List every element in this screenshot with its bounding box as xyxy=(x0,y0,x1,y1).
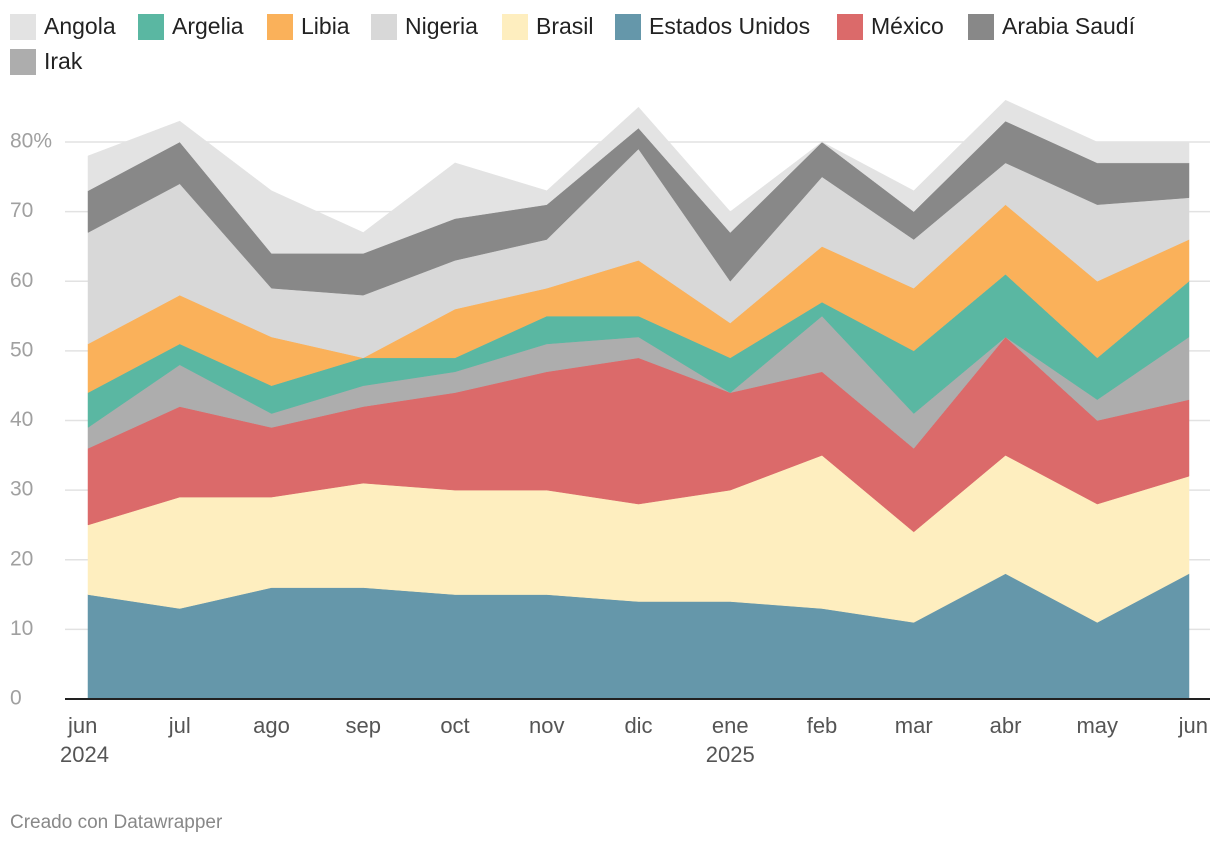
legend-swatch xyxy=(968,14,994,40)
legend-swatch xyxy=(138,14,164,40)
x-tick-label: feb xyxy=(807,713,838,738)
legend-swatch xyxy=(10,49,36,75)
legend-label: Brasil xyxy=(536,13,594,39)
legend-label: Libia xyxy=(301,13,350,39)
legend-label: Estados Unidos xyxy=(649,13,810,39)
legend-label: Nigeria xyxy=(405,13,478,39)
legend-swatch xyxy=(10,14,36,40)
legend-swatch xyxy=(371,14,397,40)
x-tick-label: jul xyxy=(168,713,191,738)
legend-label: Irak xyxy=(44,48,83,74)
x-tick-label: dic xyxy=(624,713,652,738)
x-tick-label: may xyxy=(1076,713,1118,738)
area xyxy=(87,99,1190,254)
areas xyxy=(87,99,1190,700)
y-tick-label: 0 xyxy=(10,687,22,710)
x-tick-label: abr xyxy=(990,713,1022,738)
legend-swatch xyxy=(267,14,293,40)
x-tick-label: oct xyxy=(440,713,469,738)
y-tick-label: 10 xyxy=(10,617,33,640)
legend: Angola Argelia Libia Nigeria Brasil Estados U… xyxy=(10,13,1136,75)
legend-label: Angola xyxy=(44,13,116,39)
legend-label: México xyxy=(871,13,944,39)
legend-label: Arabia Saudí xyxy=(1002,13,1136,39)
x-tick-label: ene xyxy=(712,713,749,738)
x-tick-label: jun xyxy=(67,713,97,738)
y-tick-label: 40 xyxy=(10,408,33,431)
x-tick-label: nov xyxy=(529,713,564,738)
x-tick-label: jun xyxy=(1178,713,1208,738)
x-tick-label: mar xyxy=(895,713,933,738)
footer: Creado con Datawrapper xyxy=(10,812,223,833)
y-tick-label: 50 xyxy=(10,338,33,361)
y-tick-label: 60 xyxy=(10,269,33,292)
legend-label: Argelia xyxy=(172,13,244,39)
legend-swatch xyxy=(615,14,641,40)
y-tick-label: 70 xyxy=(10,199,33,222)
x-tick-label: ago xyxy=(253,713,290,738)
y-tick-label: 30 xyxy=(10,478,33,501)
legend-swatch xyxy=(502,14,528,40)
x-tick-label: 2024 xyxy=(60,742,109,767)
y-tick-label: 80% xyxy=(10,130,52,153)
x-tick-label: sep xyxy=(346,713,381,738)
x-tick-label: 2025 xyxy=(706,742,755,767)
y-tick-label: 20 xyxy=(10,547,33,570)
legend-swatch xyxy=(837,14,863,40)
axes: 0 10 20 30 40 50 60 70 80% jun 2024 jul ago sep oct nov… xyxy=(10,130,1210,767)
